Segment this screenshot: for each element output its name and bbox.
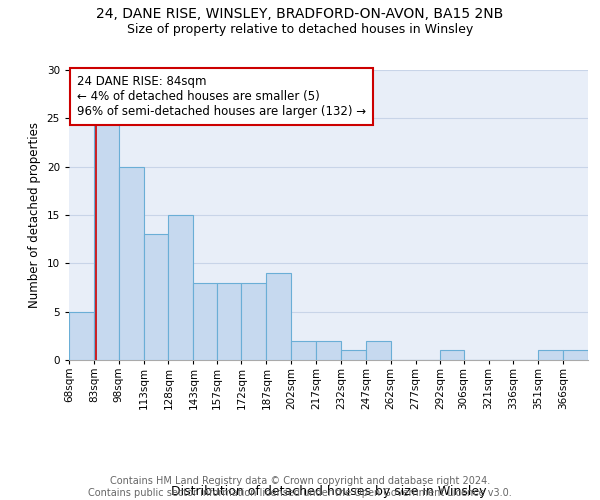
Bar <box>563 350 588 360</box>
X-axis label: Distribution of detached houses by size in Winsley: Distribution of detached houses by size … <box>171 486 486 498</box>
Bar <box>119 166 143 360</box>
Bar <box>366 340 391 360</box>
Bar <box>94 118 119 360</box>
Text: Contains HM Land Registry data © Crown copyright and database right 2024.
Contai: Contains HM Land Registry data © Crown c… <box>88 476 512 498</box>
Bar <box>193 282 217 360</box>
Bar <box>169 215 193 360</box>
Text: Size of property relative to detached houses in Winsley: Size of property relative to detached ho… <box>127 22 473 36</box>
Text: 24 DANE RISE: 84sqm
← 4% of detached houses are smaller (5)
96% of semi-detached: 24 DANE RISE: 84sqm ← 4% of detached hou… <box>77 75 367 118</box>
Bar <box>217 282 241 360</box>
Text: 24, DANE RISE, WINSLEY, BRADFORD-ON-AVON, BA15 2NB: 24, DANE RISE, WINSLEY, BRADFORD-ON-AVON… <box>97 8 503 22</box>
Y-axis label: Number of detached properties: Number of detached properties <box>28 122 41 308</box>
Bar <box>143 234 169 360</box>
Bar <box>440 350 464 360</box>
Bar <box>266 273 291 360</box>
Bar <box>69 312 94 360</box>
Bar <box>316 340 341 360</box>
Bar <box>341 350 366 360</box>
Bar <box>241 282 266 360</box>
Bar <box>291 340 316 360</box>
Bar <box>538 350 563 360</box>
